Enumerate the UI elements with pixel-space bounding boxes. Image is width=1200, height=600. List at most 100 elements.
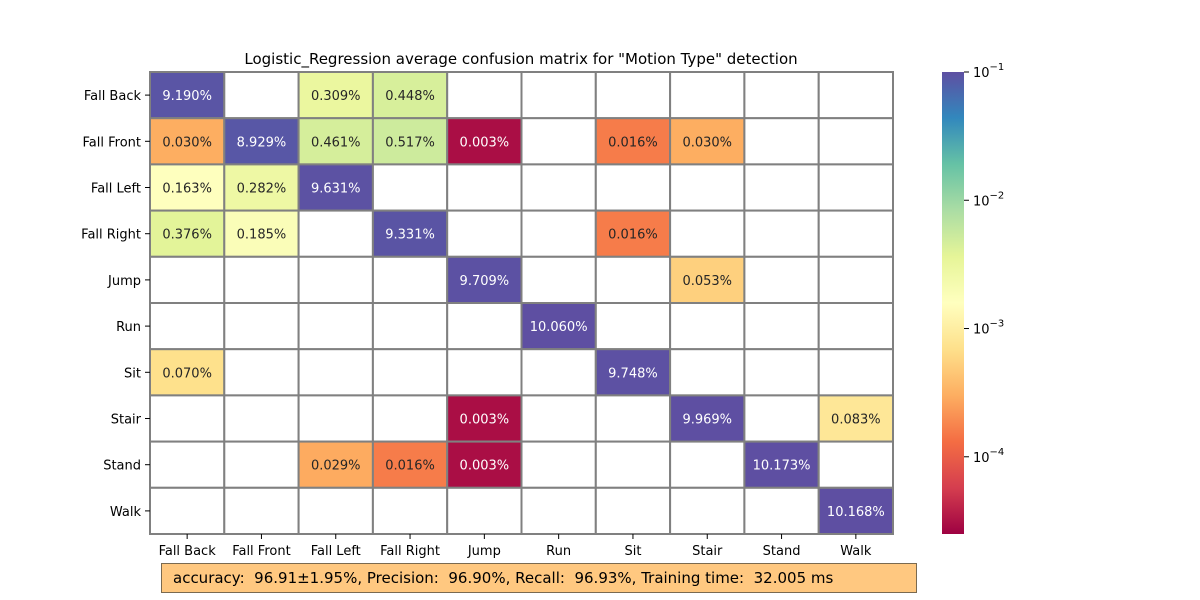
cell-value-label: 9.631% xyxy=(311,182,361,197)
heatmap-cell xyxy=(594,348,672,397)
heatmap-cell xyxy=(149,255,226,304)
heatmap-cell xyxy=(149,209,226,258)
cell-value-label: 0.003% xyxy=(460,459,510,474)
heatmap-cell xyxy=(669,440,746,489)
cell-value-label: 0.185% xyxy=(237,228,287,243)
column-label: Sit xyxy=(624,544,641,559)
colorbar-gradient xyxy=(942,72,964,534)
heatmap-cell xyxy=(594,209,672,258)
heatmap-cell xyxy=(669,71,746,120)
cell-value-label: 0.016% xyxy=(385,459,435,474)
row-label: Fall Right xyxy=(81,228,141,243)
heatmap-cell xyxy=(223,486,300,535)
heatmap-cell xyxy=(817,302,895,351)
heatmap-cell xyxy=(817,209,895,258)
heatmap-cell xyxy=(371,302,449,351)
heatmap-cell xyxy=(594,302,672,351)
row-label: Run xyxy=(116,320,141,335)
colorbar-tick-label: 10−1 xyxy=(973,62,1004,81)
heatmap-cell xyxy=(223,394,300,443)
column-label: Jump xyxy=(467,544,501,559)
heatmap-cell xyxy=(743,486,820,535)
row-label: Fall Left xyxy=(91,182,141,197)
heatmap-cell xyxy=(743,440,820,489)
heatmap-cell xyxy=(371,486,449,535)
summary-box: accuracy: 96.91±1.95%, Precision: 96.90%… xyxy=(161,563,917,593)
heatmap-cell xyxy=(297,117,374,166)
heatmap-cell xyxy=(371,348,449,397)
cell-value-label: 0.003% xyxy=(460,413,510,428)
heatmap-cell xyxy=(446,163,523,212)
heatmap-cell xyxy=(817,440,895,489)
heatmap-cell xyxy=(743,71,820,120)
heatmap-cell xyxy=(594,394,672,443)
heatmap-cell xyxy=(520,440,597,489)
row-label: Fall Back xyxy=(84,89,142,104)
cell-value-label: 0.016% xyxy=(608,228,658,243)
heatmap-cell xyxy=(297,209,374,258)
heatmap-cell xyxy=(446,117,523,166)
heatmap-cell xyxy=(743,255,820,304)
heatmap-cell xyxy=(371,394,449,443)
cell-value-label: 0.003% xyxy=(460,135,510,150)
heatmap-cell xyxy=(520,394,597,443)
row-labels: Fall Back Fall Front Fall Left Fall Right Ju… xyxy=(81,89,150,520)
heatmap-cell xyxy=(669,209,746,258)
cell-value-label: 0.030% xyxy=(162,135,212,150)
heatmap-cell xyxy=(743,209,820,258)
heatmap-cell xyxy=(520,163,597,212)
cell-value-label: 0.517% xyxy=(385,135,435,150)
heatmap-cell xyxy=(817,255,895,304)
heatmap-cell xyxy=(223,71,300,120)
heatmap-cell xyxy=(520,486,597,535)
column-label: Fall Right xyxy=(380,544,440,559)
chart-title: Logistic_Regression average confusion ma… xyxy=(244,50,797,69)
heatmap-cell xyxy=(223,348,300,397)
heatmap-cell xyxy=(446,394,523,443)
heatmap-cell xyxy=(371,163,449,212)
colorbar-ticks: 10−1 10−2 10−3 10−4 xyxy=(964,62,1004,466)
heatmap-cell xyxy=(223,440,300,489)
heatmap-cell xyxy=(446,71,523,120)
heatmap-cell xyxy=(743,394,820,443)
heatmap-cell xyxy=(594,255,672,304)
heatmap-cell xyxy=(817,163,895,212)
column-label: Fall Back xyxy=(159,544,217,559)
row-label: Stand xyxy=(103,459,141,474)
cell-value-label: 0.448% xyxy=(385,89,435,104)
heatmap-cell xyxy=(817,348,895,397)
heatmap-cell xyxy=(297,255,374,304)
heatmap-cell xyxy=(371,440,449,489)
column-label: Fall Front xyxy=(232,544,291,559)
row-label: Sit xyxy=(124,366,141,381)
heatmap-cell xyxy=(594,440,672,489)
heatmap-cell xyxy=(817,117,895,166)
row-label: Stair xyxy=(111,413,142,428)
heatmap-cells: 9.190% 0.309% 0.448% 0.030% 8.929% 0.461% 0.51… xyxy=(149,71,895,535)
colorbar-tick-label: 10−2 xyxy=(973,190,1004,209)
colorbar-tick-label: 10−3 xyxy=(973,319,1004,338)
column-label: Fall Left xyxy=(311,544,361,559)
cell-value-label: 9.331% xyxy=(385,228,435,243)
heatmap-cell xyxy=(297,302,374,351)
cell-value-label: 0.053% xyxy=(682,274,732,289)
heatmap-cell xyxy=(149,486,226,535)
cell-value-label: 10.060% xyxy=(530,320,588,335)
row-label: Walk xyxy=(110,505,142,520)
colorbar-tick-label: 10−4 xyxy=(973,447,1004,466)
heatmap-cell xyxy=(594,486,672,535)
heatmap-cell xyxy=(297,486,374,535)
heatmap-cell xyxy=(520,209,597,258)
column-label: Stand xyxy=(763,544,801,559)
cell-value-label: 0.083% xyxy=(831,413,881,428)
heatmap-cell xyxy=(520,302,597,351)
column-label: Run xyxy=(546,544,571,559)
cell-value-label: 0.029% xyxy=(311,459,361,474)
heatmap-cell xyxy=(297,348,374,397)
cell-value-label: 0.163% xyxy=(162,182,212,197)
row-label: Fall Front xyxy=(83,135,142,150)
heatmap-cell xyxy=(446,302,523,351)
cell-value-label: 0.016% xyxy=(608,135,658,150)
heatmap-cell xyxy=(817,71,895,120)
